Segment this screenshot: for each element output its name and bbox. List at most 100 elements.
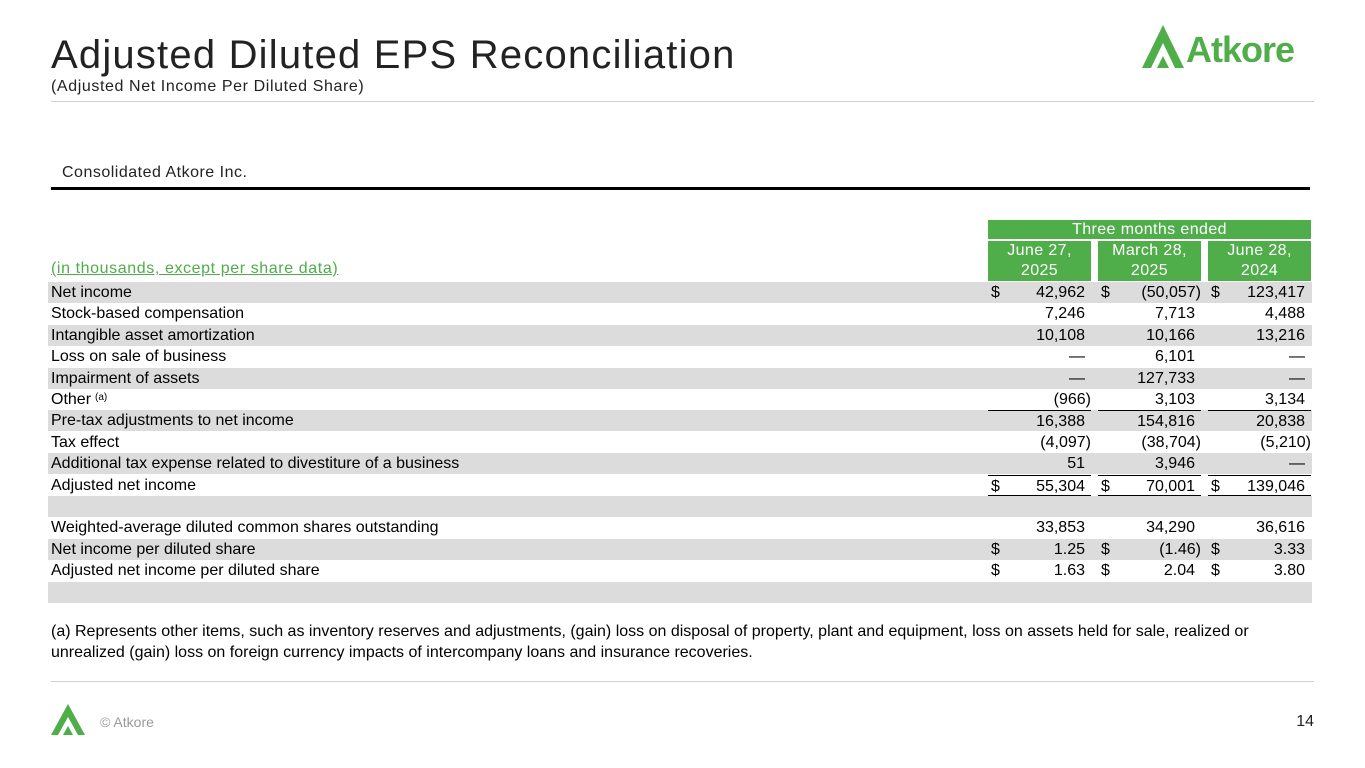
table-cell: 6,101 <box>1098 346 1201 367</box>
table-cell: 3,103 <box>1098 389 1201 410</box>
table-cell: $1.25 <box>988 539 1091 560</box>
table-row: Pre-tax adjustments to net income 16,388 1… <box>48 410 1312 432</box>
table-cell: $55,304 <box>988 474 1091 498</box>
cell-value: 55,304 <box>1036 477 1085 495</box>
cell-value: 154,816 <box>1137 413 1195 431</box>
cell-value: 13,216 <box>1256 326 1305 344</box>
table-cell: — <box>988 368 1091 389</box>
cell-value: — <box>1289 369 1305 387</box>
table-cell: — <box>988 346 1091 367</box>
page-number: 14 <box>1296 713 1314 730</box>
cell-value: 127,733 <box>1137 369 1195 387</box>
atkore-logo: Atkore <box>1142 25 1295 69</box>
table-cell <box>1098 582 1201 603</box>
currency-symbol: $ <box>991 540 1000 558</box>
table-cell: 51 <box>988 453 1091 474</box>
table-cell: $2.04 <box>1098 560 1201 581</box>
column-header-line2: 2025 <box>1130 262 1169 279</box>
header-divider <box>51 101 1314 102</box>
page-title: Adjusted Diluted EPS Reconciliation <box>51 33 736 77</box>
table-row: Tax effect (4,097) (38,704) (5,210) <box>48 432 1312 453</box>
table-row: Additional tax expense related to divest… <box>48 453 1312 475</box>
table-cell: (5,210) <box>1208 432 1311 453</box>
cell-value: 20,838 <box>1256 413 1305 431</box>
currency-symbol: $ <box>1211 477 1220 495</box>
table-cell: 7,246 <box>988 303 1091 324</box>
cell-value: 36,616 <box>1256 519 1305 537</box>
footnote: (a) Represents other items, such as inve… <box>51 623 1249 661</box>
row-label: Impairment of assets <box>51 369 200 387</box>
table-cell: $ (50,057) <box>1098 282 1201 303</box>
units-label: (in thousands, except per share data) <box>51 260 339 277</box>
table-cell: 20,838 <box>1208 410 1311 432</box>
table-cell: $123,417 <box>1208 282 1311 303</box>
table-cell: $139,046 <box>1208 474 1311 498</box>
cell-value: 3,103 <box>1154 391 1195 408</box>
table-cell: 7,713 <box>1098 303 1201 324</box>
cell-value: (966) <box>1053 391 1091 408</box>
table-cell <box>1098 496 1201 517</box>
atkore-small-logo-icon <box>51 704 85 735</box>
table-cell: — <box>1208 368 1311 389</box>
table-cell: $3.33 <box>1208 539 1311 560</box>
currency-symbol: $ <box>1101 284 1110 301</box>
table-cell: $ (1.46) <box>1098 539 1201 560</box>
row-label: Adjusted net income <box>51 476 196 494</box>
table-cell: 13,216 <box>1208 325 1311 346</box>
cell-value: 42,962 <box>1036 284 1085 301</box>
cell-value: 2.04 <box>1163 562 1195 580</box>
cell-value: (4,097) <box>1040 433 1091 451</box>
row-label: Weighted-average diluted common shares o… <box>51 519 439 537</box>
table-row: Intangible asset amortization 10,108 10,16… <box>48 324 1312 346</box>
section-divider <box>51 187 1310 190</box>
table-row: Adjusted net income per diluted share $1.… <box>48 560 1312 581</box>
currency-symbol: $ <box>1101 540 1110 558</box>
table-row: Stock-based compensation 7,246 7,713 4,488 <box>48 303 1312 324</box>
currency-symbol: $ <box>1101 562 1110 580</box>
column-header-line1: June 28, <box>1227 242 1292 259</box>
table-row: Other (a) (966) 3,103 3,134 <box>48 389 1312 410</box>
row-label: Net income per diluted share <box>51 540 256 558</box>
cell-value: 33,853 <box>1036 519 1085 537</box>
cell-value: 3,946 <box>1154 455 1195 473</box>
table-cell: 16,388 <box>988 410 1091 432</box>
table-row: Loss on sale of business — 6,101 — <box>48 346 1312 367</box>
row-label: Stock-based compensation <box>51 305 244 323</box>
currency-symbol: $ <box>1211 562 1220 580</box>
table-cell: 10,166 <box>1098 325 1201 346</box>
table-cell: 154,816 <box>1098 410 1201 432</box>
cell-value: (5,210) <box>1260 433 1311 451</box>
currency-symbol: $ <box>1101 477 1110 495</box>
row-label: Tax effect <box>51 433 120 451</box>
table-cell: 36,616 <box>1208 517 1311 538</box>
cell-value: (50,057) <box>1141 284 1201 301</box>
cell-value: 4,488 <box>1264 305 1305 323</box>
footer-divider <box>51 681 1314 682</box>
table-cell <box>1208 582 1311 603</box>
column-header-line1: June 27, <box>1007 242 1072 259</box>
currency-symbol: $ <box>1211 284 1220 301</box>
table-cell <box>988 496 1091 517</box>
column-header-line2: 2024 <box>1240 262 1279 279</box>
cell-value: — <box>1069 369 1085 387</box>
table-row: Net income $42,962 $ (50,057) $123,417 <box>48 282 1312 303</box>
section-title: Consolidated Atkore Inc. <box>62 164 248 181</box>
table-cell <box>1208 496 1311 517</box>
table-cell <box>988 582 1091 603</box>
table-cell: — <box>1208 346 1311 367</box>
currency-symbol: $ <box>991 284 1000 301</box>
table-cell: (4,097) <box>988 432 1091 453</box>
table-row: Net income per diluted share $1.25 $ (1.46)… <box>48 538 1312 560</box>
table-row: Weighted-average diluted common shares o… <box>48 517 1312 538</box>
table-cell: $42,962 <box>988 282 1091 303</box>
cell-value: 34,290 <box>1146 519 1195 537</box>
cell-value: 10,108 <box>1036 326 1085 344</box>
cell-value: 6,101 <box>1154 348 1195 366</box>
table-row: Impairment of assets — 127,733 — <box>48 367 1312 389</box>
table-cell: 10,108 <box>988 325 1091 346</box>
column-header-line1: March 28, <box>1112 242 1187 259</box>
page-subtitle: (Adjusted Net Income Per Diluted Share) <box>51 78 365 95</box>
cell-value: 51 <box>1067 455 1085 473</box>
table-cell: 3,134 <box>1208 389 1311 410</box>
logo-wordmark: Atkore <box>1186 29 1294 69</box>
